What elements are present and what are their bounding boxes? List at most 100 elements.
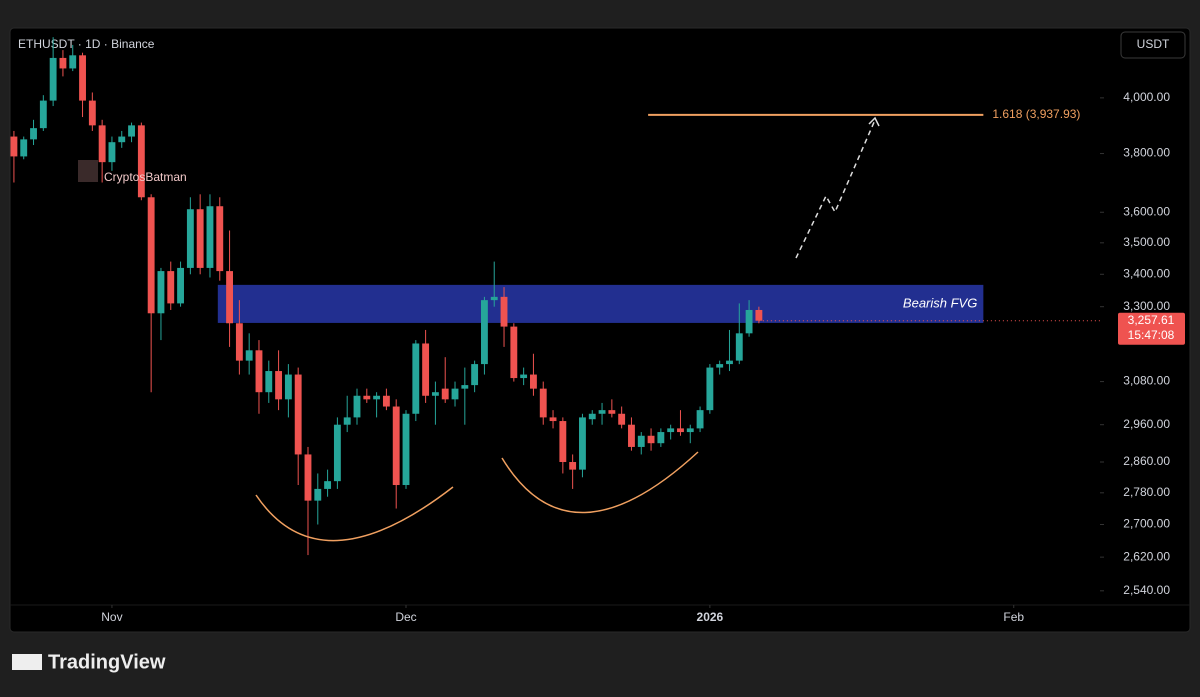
candle-body (324, 481, 332, 489)
candle-body (226, 271, 233, 324)
candle-body (392, 406, 400, 486)
candle-body (726, 360, 733, 365)
candle-body (716, 364, 724, 368)
candle-body (167, 271, 175, 304)
candle-body (490, 296, 498, 301)
candle-body (118, 136, 126, 143)
candle-body (382, 395, 390, 407)
candle-body (30, 128, 37, 140)
candle-body (39, 100, 47, 129)
candle-body (98, 125, 106, 163)
candle-body (314, 488, 322, 501)
candle-body (108, 142, 116, 163)
candle-body (677, 428, 684, 433)
candle-body (480, 300, 488, 365)
candle-body (588, 413, 596, 420)
candle-body (147, 197, 155, 314)
candle-body (412, 343, 420, 414)
candle-body (422, 343, 430, 396)
candle-body (745, 309, 753, 334)
candle-body (431, 392, 439, 396)
candle-body (10, 136, 18, 157)
candle-body (598, 410, 606, 414)
y-tick-label: 3,600.00 (1123, 204, 1170, 218)
candle-body (608, 410, 616, 414)
y-tick-label: 2,620.00 (1123, 549, 1170, 563)
y-tick-label: 2,700.00 (1123, 517, 1170, 531)
x-tick-label: Nov (101, 610, 122, 624)
y-tick-label: 2,540.00 (1123, 583, 1170, 597)
fvg-zone (217, 284, 984, 323)
y-tick-label: 2,780.00 (1123, 485, 1170, 499)
candle-body (353, 395, 361, 418)
candle-body (343, 417, 351, 425)
candle-body (20, 139, 28, 157)
candle-body (333, 424, 341, 482)
candle-body (618, 413, 626, 425)
candle-body (137, 125, 145, 198)
candle-body (49, 57, 57, 101)
currency-button[interactable] (1120, 31, 1186, 59)
candle-body (255, 350, 263, 393)
candle-body (696, 410, 704, 429)
candle-body (69, 55, 77, 69)
plot: 2,540.00 2,620.00 2,700.00 2,780.00 2,860.00… (10, 37, 1185, 624)
projection-arrow (795, 119, 876, 259)
countdown: 15:47:08 (1128, 328, 1175, 342)
candle-body (520, 374, 528, 379)
candle-body (363, 395, 371, 400)
candle-body (88, 100, 96, 126)
y-tick-label: 3,500.00 (1123, 235, 1170, 249)
candle-body (735, 333, 743, 361)
candle-body (647, 435, 655, 444)
candle-body (206, 206, 214, 268)
x-tick-label: Dec (395, 610, 416, 624)
candle-body (686, 428, 694, 433)
candle-body (559, 421, 567, 463)
candle-body (216, 206, 224, 272)
candle-body (451, 388, 459, 400)
candle-body (128, 125, 135, 137)
candle-body (265, 371, 273, 393)
candle-body (157, 271, 165, 314)
candle-body (245, 350, 253, 361)
candle-body (549, 417, 557, 422)
fvg-label: Bearish FVG (903, 295, 977, 310)
currency-label[interactable]: USDT (1137, 37, 1170, 51)
candle-body (755, 309, 763, 321)
candle-body (275, 371, 283, 400)
candle-body (196, 209, 204, 268)
candle-body (186, 209, 194, 268)
y-tick-label: 3,300.00 (1123, 299, 1170, 313)
candle-body (402, 413, 410, 486)
candle-body (569, 462, 577, 470)
watermark: CryptosBatman (104, 170, 187, 184)
y-tick-label: 4,000.00 (1123, 90, 1170, 104)
brand-logo (12, 654, 42, 670)
y-tick-label: 2,960.00 (1123, 417, 1170, 431)
brand: TradingView (48, 651, 166, 673)
chart-title: ETHUSDT · 1D · Binance (18, 37, 155, 51)
y-tick-label: 3,400.00 (1123, 266, 1170, 280)
x-tick-label: 2026 (697, 610, 724, 624)
candle-body (510, 326, 518, 379)
watermark-icon (78, 160, 98, 182)
last-price-label: 3,257.61 (1128, 313, 1175, 327)
arrow-head (868, 116, 880, 127)
y-tick-label: 3,080.00 (1123, 374, 1170, 388)
candle-body (667, 428, 675, 433)
candle-body (284, 374, 292, 400)
candle-body (441, 388, 449, 400)
candle-body (500, 296, 508, 327)
candle-body (706, 367, 714, 411)
candle-body (373, 395, 381, 400)
fib-label: 1.618 (3,937.93) (992, 107, 1080, 121)
y-tick-label: 3,800.00 (1123, 146, 1170, 160)
candle-body (539, 388, 547, 418)
candle-body (177, 267, 184, 304)
candle-body (294, 374, 302, 455)
candle-body (579, 417, 586, 470)
candle-body (235, 323, 243, 361)
candle-body (530, 374, 537, 389)
